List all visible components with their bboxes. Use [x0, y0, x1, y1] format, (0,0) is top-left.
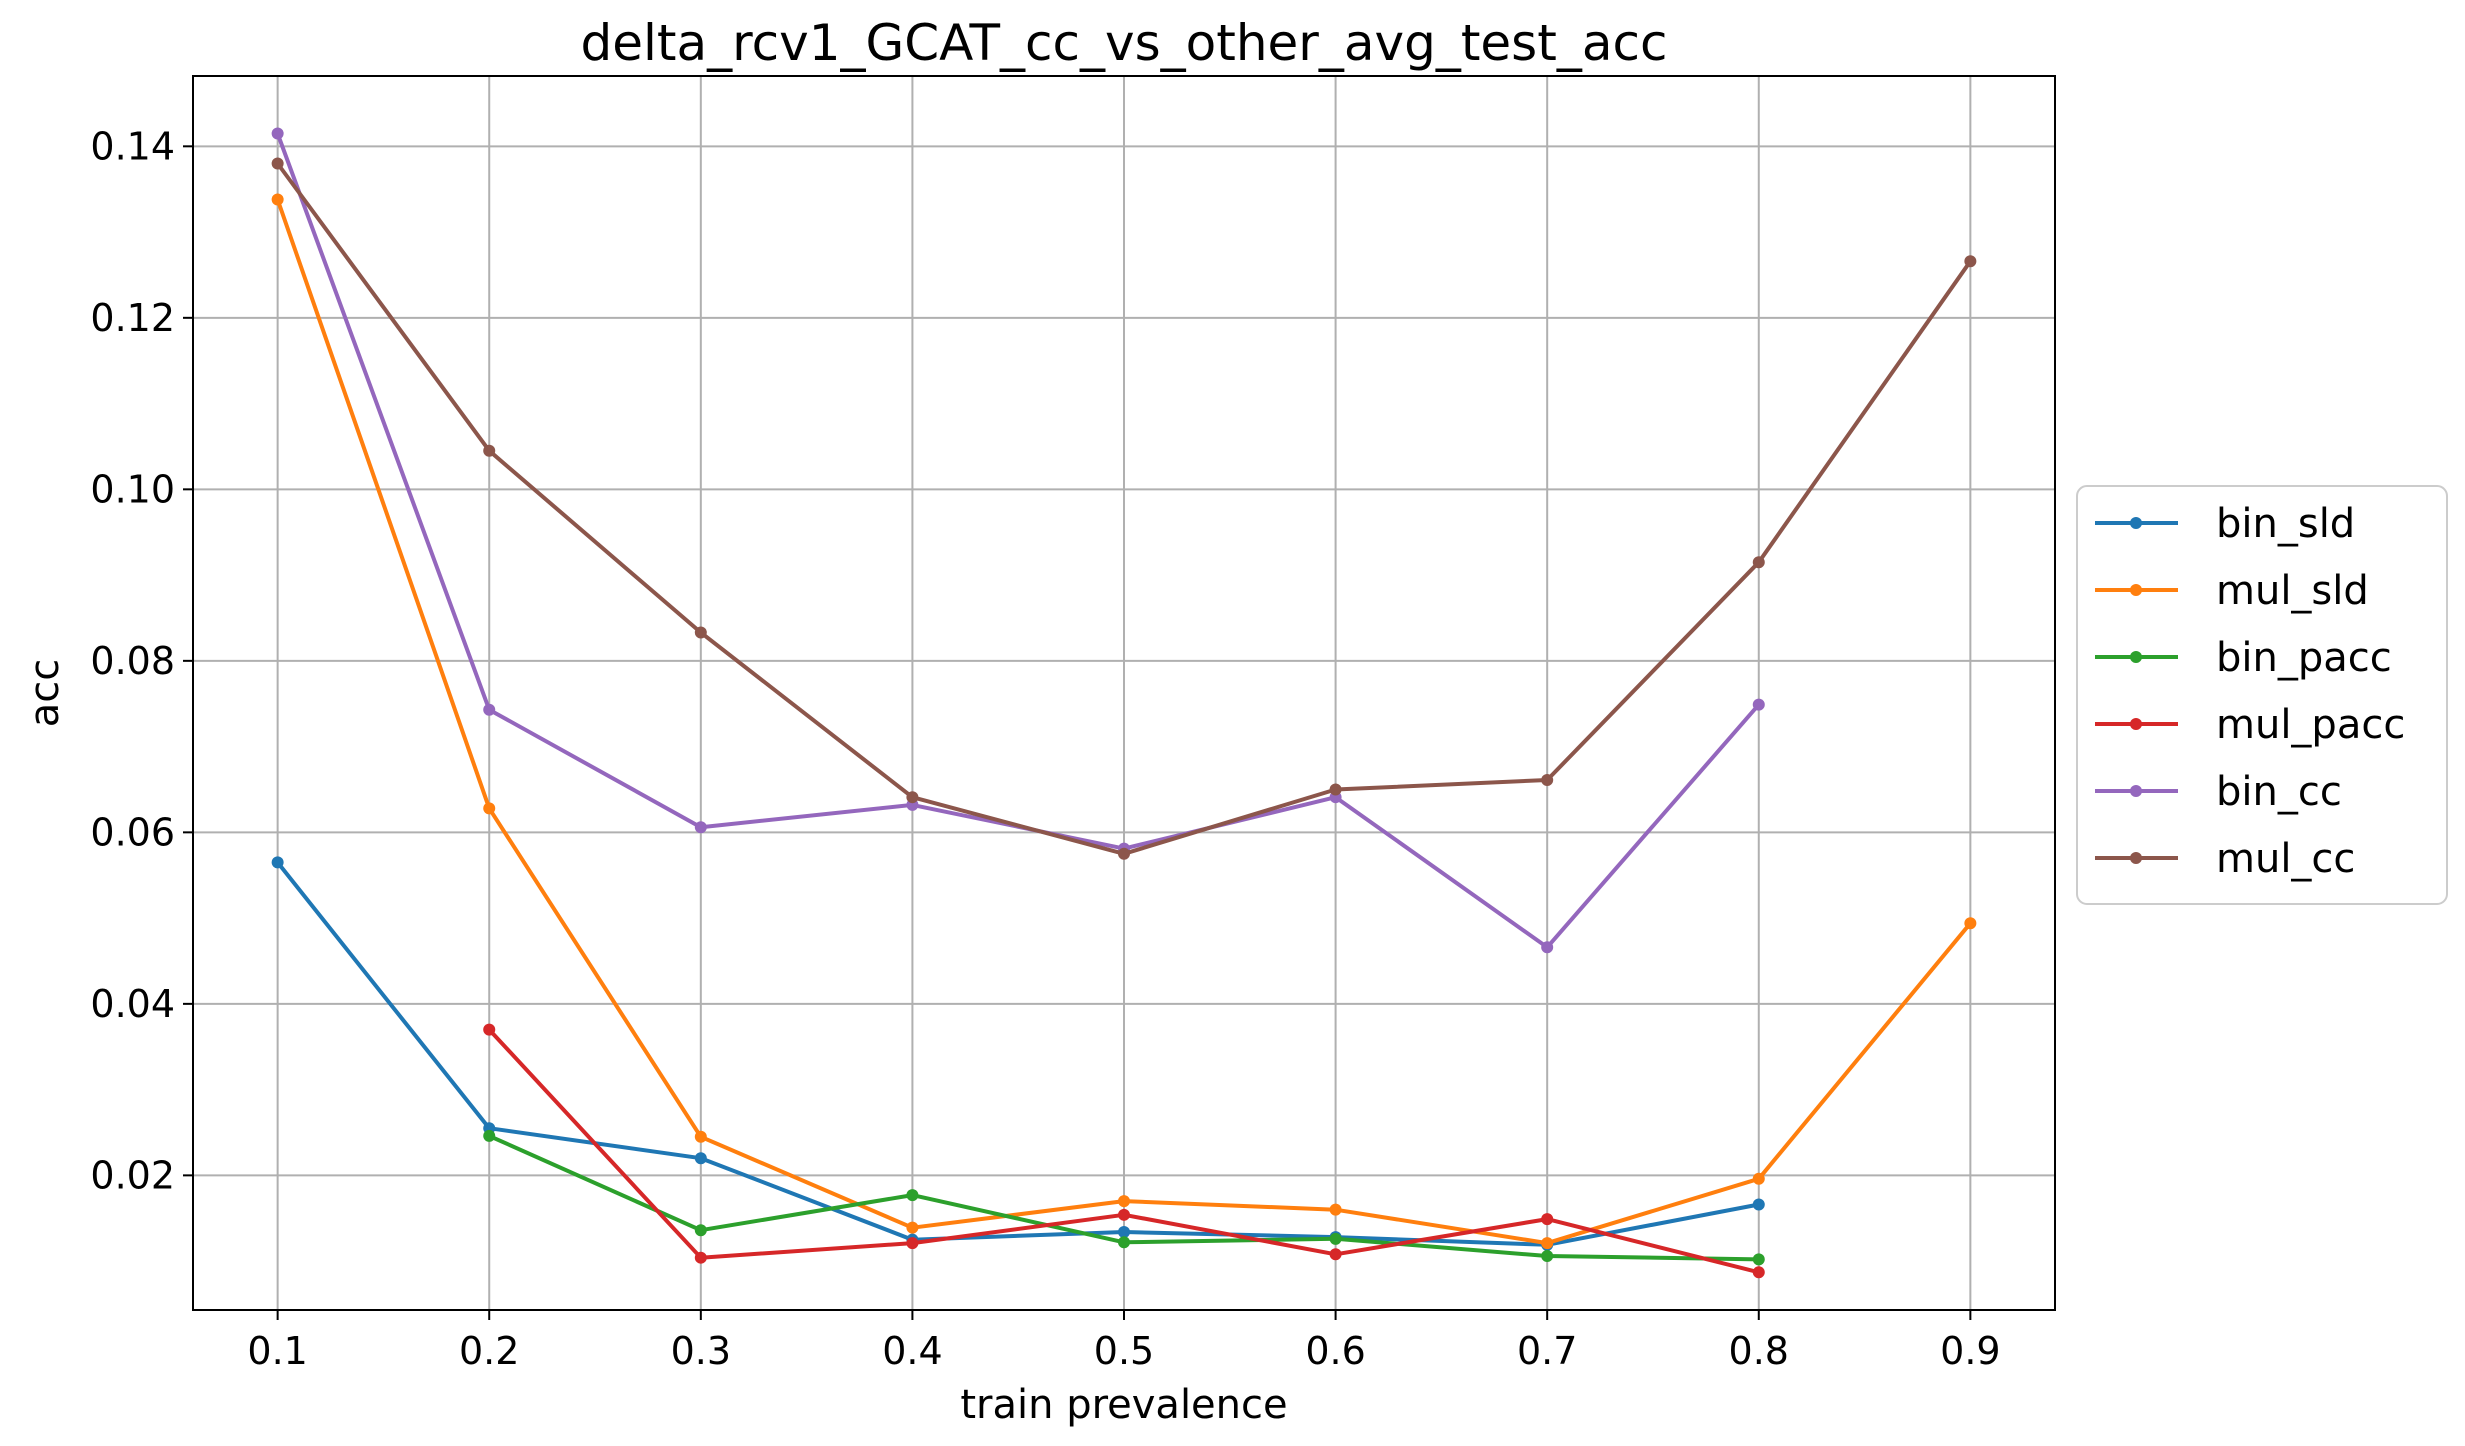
y-tick-label: 0.08: [90, 639, 175, 683]
x-tick-label: 0.9: [1940, 1329, 2000, 1373]
data-point-mul_sld: [1752, 1172, 1765, 1185]
y-axis-label: acc: [22, 659, 68, 728]
legend-label: mul_cc: [2216, 836, 2355, 882]
series-layer: [271, 127, 1977, 1279]
data-point-mul_cc: [1964, 255, 1977, 268]
legend-marker: [2130, 651, 2142, 663]
legend-item-bin_pacc: bin_pacc: [2095, 635, 2392, 681]
legend-item-mul_sld: mul_sld: [2095, 568, 2369, 614]
legend-item-mul_cc: mul_cc: [2095, 836, 2355, 882]
data-point-mul_sld: [1329, 1203, 1342, 1216]
y-tick-label: 0.10: [90, 467, 175, 511]
series-bin_pacc: [483, 1129, 1765, 1266]
data-point-mul_pacc: [1541, 1213, 1554, 1226]
x-tick-label: 0.3: [671, 1329, 731, 1373]
data-point-mul_sld: [1541, 1237, 1554, 1250]
data-point-mul_sld: [271, 193, 284, 206]
x-tick-label: 0.1: [247, 1329, 307, 1373]
legend-label: mul_pacc: [2216, 702, 2405, 748]
data-point-mul_cc: [271, 157, 284, 170]
series-line-bin_sld: [276, 861, 1760, 1247]
grid-lines: [193, 76, 2055, 1310]
legend-label: mul_sld: [2216, 568, 2369, 614]
legend-item-mul_pacc: mul_pacc: [2095, 702, 2405, 748]
series-mul_cc: [271, 157, 1977, 860]
legend-marker: [2130, 852, 2142, 864]
y-tick-label: 0.14: [90, 124, 175, 168]
data-point-bin_pacc: [906, 1189, 919, 1202]
chart-title: delta_rcv1_GCAT_cc_vs_other_avg_test_acc: [581, 14, 1668, 72]
data-point-bin_sld: [1118, 1225, 1130, 1238]
legend-item-bin_cc: bin_cc: [2095, 769, 2342, 815]
data-point-bin_sld: [1752, 1198, 1765, 1211]
y-tick-label: 0.12: [90, 296, 175, 340]
x-tick-label: 0.8: [1729, 1329, 1789, 1373]
data-point-mul_sld: [483, 802, 496, 815]
data-point-mul_cc: [694, 626, 707, 639]
data-point-mul_cc: [1329, 783, 1342, 796]
data-point-mul_cc: [906, 791, 919, 804]
data-point-mul_pacc: [1329, 1248, 1342, 1261]
x-axis-label: train prevalence: [960, 1382, 1287, 1428]
x-axis: 0.1 0.2 0.3 0.4 0.5 0.6 0.7 0.8 0.9: [247, 1310, 2001, 1373]
legend-marker: [2130, 584, 2142, 596]
data-point-bin_pacc: [694, 1224, 707, 1237]
data-point-bin_pacc: [1118, 1236, 1130, 1249]
x-tick-label: 0.6: [1305, 1329, 1365, 1373]
legend-label: bin_sld: [2216, 501, 2355, 547]
x-tick-label: 0.7: [1517, 1329, 1577, 1373]
data-point-mul_sld: [1118, 1195, 1130, 1208]
data-point-mul_pacc: [1118, 1208, 1130, 1221]
data-point-bin_cc: [1541, 941, 1554, 954]
data-point-mul_cc: [483, 444, 496, 457]
legend-item-bin_sld: bin_sld: [2095, 501, 2355, 547]
data-point-bin_pacc: [483, 1129, 496, 1142]
data-point-bin_sld: [694, 1152, 707, 1165]
y-axis: 0.02 0.04 0.06 0.08 0.10 0.12 0.14: [90, 124, 193, 1197]
legend-label: bin_pacc: [2216, 635, 2392, 681]
legend-label: bin_cc: [2216, 769, 2342, 815]
legend-marker: [2130, 785, 2142, 797]
data-point-mul_cc: [1752, 556, 1765, 569]
x-tick-label: 0.2: [459, 1329, 519, 1373]
y-tick-label: 0.04: [90, 982, 175, 1026]
data-point-mul_cc: [1541, 774, 1554, 787]
data-point-bin_cc: [694, 821, 707, 834]
data-point-mul_sld: [906, 1221, 919, 1234]
data-point-mul_pacc: [694, 1251, 707, 1264]
legend-marker: [2130, 718, 2142, 730]
data-point-mul_sld: [694, 1130, 707, 1143]
x-tick-label: 0.5: [1094, 1329, 1154, 1373]
data-point-bin_pacc: [1752, 1253, 1765, 1266]
series-mul_sld: [271, 193, 1977, 1250]
data-point-bin_cc: [483, 703, 496, 716]
data-point-mul_sld: [1964, 917, 1977, 930]
data-point-mul_cc: [1118, 847, 1130, 860]
data-point-bin_cc: [271, 127, 284, 140]
data-point-mul_pacc: [906, 1237, 919, 1250]
y-tick-label: 0.06: [90, 810, 175, 854]
data-point-bin_sld: [271, 856, 284, 869]
data-point-mul_pacc: [1752, 1266, 1765, 1279]
legend-marker: [2130, 517, 2142, 529]
y-tick-label: 0.02: [90, 1153, 175, 1197]
legend: bin_sld mul_sld bin_pacc mul_pacc bin_cc mul_…: [2076, 485, 2448, 905]
x-tick-label: 0.4: [882, 1329, 942, 1373]
data-point-bin_pacc: [1541, 1249, 1554, 1262]
series-mul_pacc: [483, 1023, 1765, 1279]
data-point-bin_pacc: [1329, 1232, 1342, 1245]
data-point-mul_pacc: [483, 1023, 496, 1036]
data-point-bin_cc: [1752, 698, 1765, 711]
